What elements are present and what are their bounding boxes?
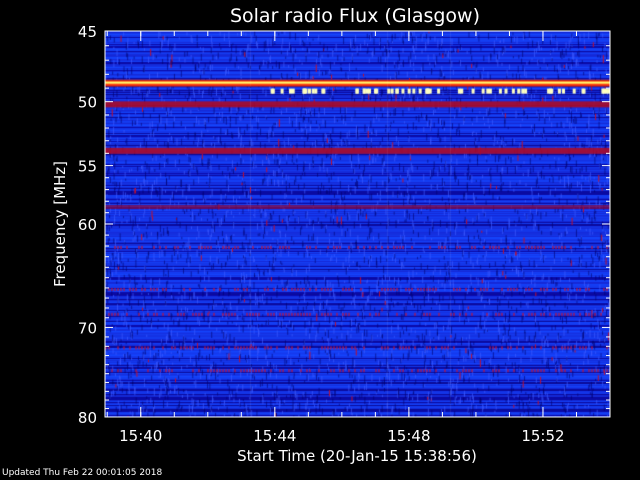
y-axis: 45 50 55 60 70 80 xyxy=(78,23,610,427)
y-tick-label: 45 xyxy=(78,23,97,41)
y-tick-label: 80 xyxy=(78,409,97,427)
x-axis-label: Start Time (20-Jan-15 15:38:56) xyxy=(237,447,477,465)
x-tick-label: 15:48 xyxy=(387,427,430,445)
y-tick-label: 60 xyxy=(78,216,97,234)
x-axis: 15:40 15:44 15:48 15:52 xyxy=(106,31,611,445)
update-timestamp: Updated Thu Feb 22 00:01:05 2018 xyxy=(2,468,163,478)
y-axis-label: Frequency [MHz] xyxy=(51,161,69,287)
plot-area xyxy=(105,31,610,417)
y-tick-label: 50 xyxy=(78,94,97,112)
spectrogram-image xyxy=(105,31,610,417)
x-tick-label: 15:52 xyxy=(521,427,564,445)
y-tick-label: 55 xyxy=(78,158,97,176)
chart-title: Solar radio Flux (Glasgow) xyxy=(230,5,480,27)
x-tick-label: 15:40 xyxy=(119,427,162,445)
y-tick-label: 70 xyxy=(78,319,97,337)
x-tick-label: 15:44 xyxy=(253,427,296,445)
